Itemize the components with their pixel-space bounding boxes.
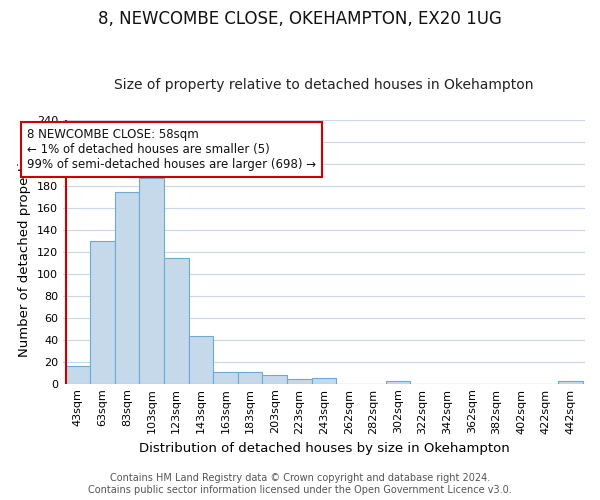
Bar (188, 336, 213, 384)
Bar (287, 380, 312, 384)
Title: Size of property relative to detached houses in Okehampton: Size of property relative to detached ho… (114, 78, 534, 92)
Bar (238, 372, 262, 384)
Bar (115, 192, 139, 384)
Bar (139, 178, 164, 384)
Y-axis label: Number of detached properties: Number of detached properties (19, 146, 31, 356)
Text: Contains HM Land Registry data © Crown copyright and database right 2024.
Contai: Contains HM Land Registry data © Crown c… (88, 474, 512, 495)
Bar (164, 258, 188, 384)
Text: 8 NEWCOMBE CLOSE: 58sqm
← 1% of detached houses are smaller (5)
99% of semi-deta: 8 NEWCOMBE CLOSE: 58sqm ← 1% of detached… (27, 128, 316, 172)
Bar (558, 382, 583, 384)
Bar (386, 382, 410, 384)
Bar (213, 372, 238, 384)
Bar (90, 240, 115, 384)
Bar (262, 375, 287, 384)
Bar (312, 378, 337, 384)
X-axis label: Distribution of detached houses by size in Okehampton: Distribution of detached houses by size … (139, 442, 509, 455)
Bar (65, 366, 90, 384)
Text: 8, NEWCOMBE CLOSE, OKEHAMPTON, EX20 1UG: 8, NEWCOMBE CLOSE, OKEHAMPTON, EX20 1UG (98, 10, 502, 28)
